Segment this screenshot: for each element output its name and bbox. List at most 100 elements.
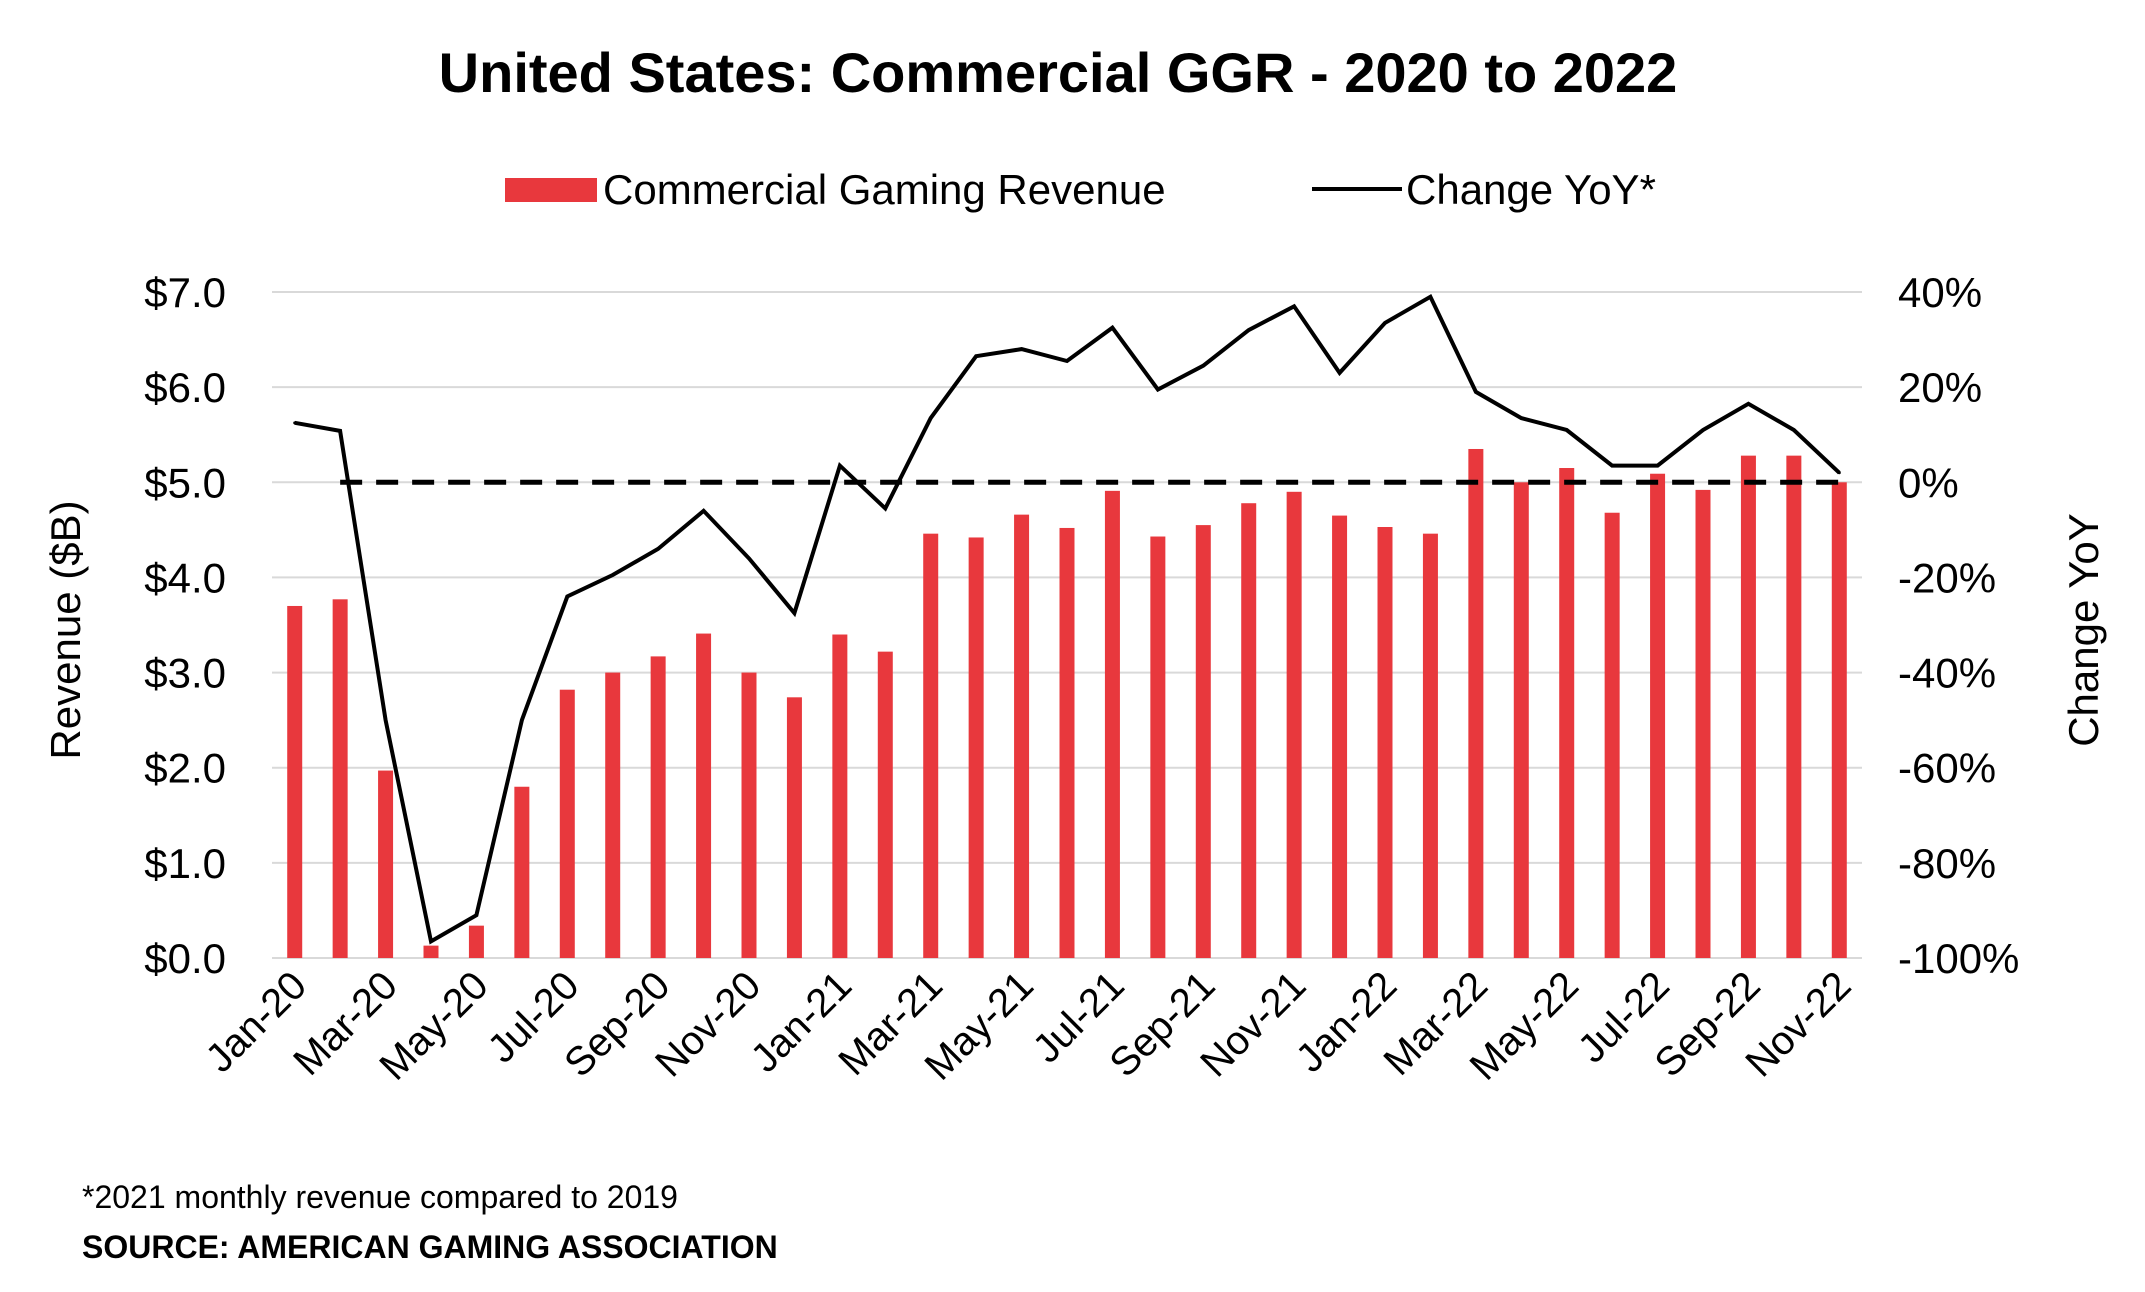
line-point xyxy=(1519,416,1523,420)
line-point xyxy=(1020,347,1024,351)
legend: Commercial Gaming Revenue Change YoY* xyxy=(505,166,1656,213)
bar xyxy=(1468,448,1484,958)
bar xyxy=(1786,455,1802,958)
bar xyxy=(1332,515,1348,958)
line-point xyxy=(702,509,706,513)
right-tick-label: -60% xyxy=(1898,745,1996,792)
left-tick-label: $6.0 xyxy=(144,364,226,411)
line-point xyxy=(1746,402,1750,406)
bar xyxy=(1559,468,1575,958)
bar xyxy=(1422,533,1438,958)
bar xyxy=(650,656,666,958)
right-tick-label: -80% xyxy=(1898,840,1996,887)
bar xyxy=(1831,482,1847,958)
line-point xyxy=(747,556,751,560)
bar xyxy=(378,770,394,958)
right-tick-label: -20% xyxy=(1898,554,1996,601)
left-axis-title: Revenue ($B) xyxy=(42,500,89,759)
line-point xyxy=(792,611,796,615)
line-point xyxy=(1383,321,1387,325)
bar xyxy=(1695,489,1711,958)
x-axis-ticks: Jan-20Mar-20May-20Jul-20Sep-20Nov-20Jan-… xyxy=(197,963,1859,1088)
line-point xyxy=(1474,390,1478,394)
line-point xyxy=(1701,428,1705,432)
right-tick-label: -100% xyxy=(1898,935,2019,982)
line-point xyxy=(1610,464,1614,468)
bar xyxy=(332,599,348,958)
bar xyxy=(1150,536,1166,958)
bar xyxy=(559,689,575,958)
bar-series xyxy=(287,448,1847,958)
bar xyxy=(923,533,939,958)
line-point xyxy=(883,506,887,510)
line-series xyxy=(293,293,1841,945)
left-tick-label: $1.0 xyxy=(144,840,226,887)
left-axis-ticks: $0.0 $1.0 $2.0 $3.0 $4.0 $5.0 $6.0 $7.0 xyxy=(144,269,226,982)
line-point xyxy=(338,429,342,433)
bar xyxy=(1241,503,1257,958)
line-point xyxy=(1837,471,1841,475)
bar xyxy=(1513,482,1529,958)
bar xyxy=(1059,527,1075,958)
line-point xyxy=(384,718,388,722)
line-point xyxy=(565,594,569,598)
line-point xyxy=(520,718,524,722)
bar xyxy=(514,786,530,958)
left-tick-label: $0.0 xyxy=(144,935,226,982)
line-point xyxy=(1565,428,1569,432)
left-tick-label: $4.0 xyxy=(144,554,226,601)
bar xyxy=(468,925,484,958)
line-point xyxy=(1110,326,1114,330)
line-point xyxy=(1156,388,1160,392)
line-point xyxy=(1201,364,1205,368)
line-point xyxy=(1292,304,1296,308)
footnote: *2021 monthly revenue compared to 2019 xyxy=(82,1179,678,1215)
bar xyxy=(1377,527,1393,958)
line-point xyxy=(474,913,478,917)
line-point xyxy=(656,547,660,551)
line-point xyxy=(429,939,433,943)
source-note: SOURCE: AMERICAN GAMING ASSOCIATION xyxy=(82,1229,778,1265)
line-point xyxy=(293,421,297,425)
bar xyxy=(877,651,893,958)
line-point xyxy=(1428,295,1432,299)
bar xyxy=(1650,473,1666,958)
line-point xyxy=(1065,359,1069,363)
right-tick-label: 20% xyxy=(1898,364,1982,411)
bar xyxy=(968,537,984,958)
left-tick-label: $5.0 xyxy=(144,459,226,506)
line-point xyxy=(1338,371,1342,375)
left-tick-label: $3.0 xyxy=(144,650,226,697)
line-point xyxy=(838,464,842,468)
bar xyxy=(1195,525,1211,958)
line-point xyxy=(1792,428,1796,432)
bar xyxy=(423,945,439,958)
bar xyxy=(605,672,621,958)
right-tick-label: -40% xyxy=(1898,650,1996,697)
line-point xyxy=(974,354,978,358)
bar xyxy=(1014,514,1030,958)
bar xyxy=(786,697,802,958)
line-point xyxy=(1656,464,1660,468)
line-point xyxy=(1247,328,1251,332)
right-tick-label: 40% xyxy=(1898,269,1982,316)
bar xyxy=(1604,512,1620,958)
bar xyxy=(1740,455,1756,958)
right-axis-title: Change YoY xyxy=(2060,513,2107,747)
right-tick-label: 0% xyxy=(1898,459,1959,506)
bar xyxy=(1104,490,1120,958)
legend-swatch-revenue xyxy=(505,178,597,202)
line-point xyxy=(929,416,933,420)
legend-label-change: Change YoY* xyxy=(1406,166,1656,213)
left-tick-label: $7.0 xyxy=(144,269,226,316)
bar xyxy=(696,633,712,958)
bar xyxy=(832,634,848,958)
line-point xyxy=(611,573,615,577)
right-axis-ticks: -100% -80% -60% -40% -20% 0% 20% 40% xyxy=(1898,269,2019,982)
bar xyxy=(741,672,757,958)
chart-title: United States: Commercial GGR - 2020 to … xyxy=(439,41,1678,104)
bar xyxy=(287,605,303,958)
legend-label-revenue: Commercial Gaming Revenue xyxy=(603,166,1166,213)
